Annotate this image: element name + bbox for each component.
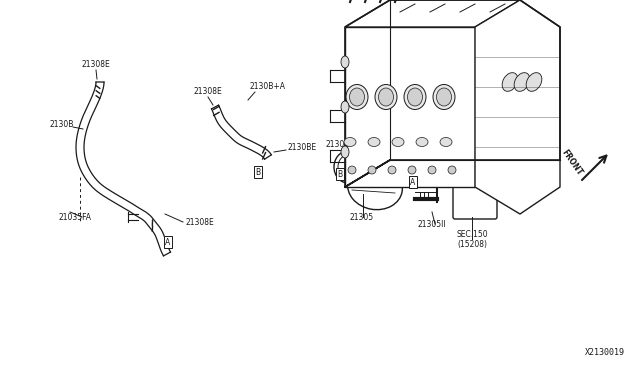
Ellipse shape xyxy=(416,138,428,147)
Ellipse shape xyxy=(349,88,365,106)
Text: 2130B+A: 2130B+A xyxy=(250,82,286,91)
Text: B: B xyxy=(255,167,260,176)
Text: 2130BE: 2130BE xyxy=(288,143,317,152)
Text: 21305: 21305 xyxy=(350,213,374,222)
Ellipse shape xyxy=(440,138,452,147)
Ellipse shape xyxy=(346,84,368,109)
Circle shape xyxy=(448,166,456,174)
Ellipse shape xyxy=(436,88,451,106)
Polygon shape xyxy=(475,0,560,214)
Ellipse shape xyxy=(404,84,426,109)
Ellipse shape xyxy=(368,138,380,147)
Circle shape xyxy=(348,166,356,174)
Ellipse shape xyxy=(338,155,358,179)
Ellipse shape xyxy=(408,88,422,106)
FancyBboxPatch shape xyxy=(453,170,497,219)
Ellipse shape xyxy=(392,138,404,147)
Circle shape xyxy=(408,166,416,174)
Ellipse shape xyxy=(375,84,397,109)
Text: B: B xyxy=(337,170,342,179)
Polygon shape xyxy=(345,27,475,187)
Ellipse shape xyxy=(334,151,362,183)
Ellipse shape xyxy=(514,73,530,92)
Text: SEC.150: SEC.150 xyxy=(456,230,488,239)
Circle shape xyxy=(368,166,376,174)
Ellipse shape xyxy=(341,56,349,68)
Ellipse shape xyxy=(378,88,394,106)
Text: X2130019: X2130019 xyxy=(585,348,625,357)
Ellipse shape xyxy=(344,138,356,147)
Text: FRONT: FRONT xyxy=(560,148,584,177)
Text: 21308E: 21308E xyxy=(194,87,222,96)
Text: 21308E: 21308E xyxy=(82,60,110,69)
Ellipse shape xyxy=(348,164,403,210)
Text: 21308E: 21308E xyxy=(185,218,214,227)
Ellipse shape xyxy=(433,84,455,109)
Ellipse shape xyxy=(526,73,542,92)
Ellipse shape xyxy=(341,101,349,113)
Text: 21035FA: 21035FA xyxy=(58,213,92,222)
Ellipse shape xyxy=(455,166,495,178)
Text: A: A xyxy=(165,237,171,247)
Text: A: A xyxy=(410,177,415,186)
Circle shape xyxy=(388,166,396,174)
Text: 21304: 21304 xyxy=(326,140,350,149)
Text: 21305II: 21305II xyxy=(418,220,446,229)
Polygon shape xyxy=(345,0,520,27)
Circle shape xyxy=(428,166,436,174)
Text: 2130B: 2130B xyxy=(50,120,74,129)
Text: (15208): (15208) xyxy=(457,240,487,249)
Ellipse shape xyxy=(502,73,518,92)
Ellipse shape xyxy=(341,146,349,158)
